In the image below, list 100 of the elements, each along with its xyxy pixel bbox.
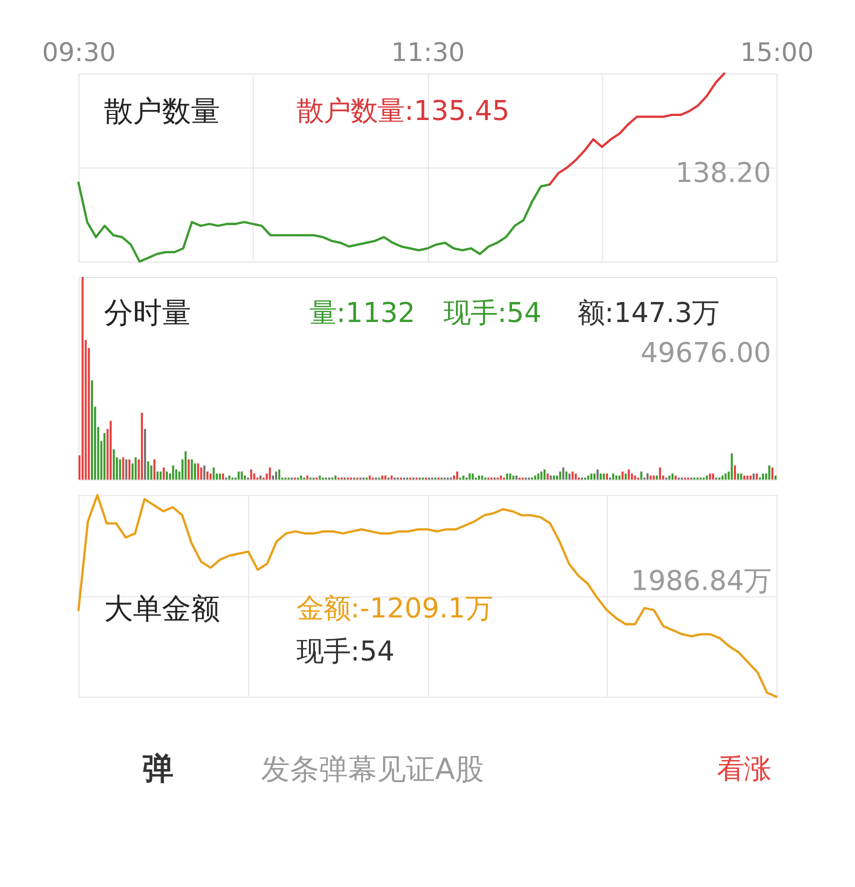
bar xyxy=(708,474,711,480)
bar xyxy=(740,474,742,480)
bar xyxy=(140,412,143,480)
bar xyxy=(668,476,670,480)
bar xyxy=(546,474,549,480)
bar xyxy=(166,472,168,480)
bar xyxy=(734,465,736,480)
bar xyxy=(228,476,230,480)
bar xyxy=(509,474,512,480)
bar xyxy=(162,467,165,480)
annotation: 49676.00 xyxy=(640,338,772,369)
bar xyxy=(119,459,122,480)
bar xyxy=(268,467,271,480)
bar xyxy=(134,457,137,480)
bar xyxy=(552,476,555,480)
bar xyxy=(190,459,193,480)
bar xyxy=(652,476,655,480)
annotation: 额:147.3万 xyxy=(578,298,720,329)
bar xyxy=(278,469,280,480)
bar xyxy=(724,474,727,480)
bar xyxy=(462,476,464,480)
bar xyxy=(390,476,393,480)
bar xyxy=(318,476,321,480)
bar xyxy=(300,476,302,480)
bar xyxy=(384,476,386,480)
bar xyxy=(368,476,371,480)
bar xyxy=(468,474,471,480)
bar xyxy=(197,463,200,480)
bar xyxy=(622,472,624,480)
bar xyxy=(240,472,243,480)
bar xyxy=(737,474,740,480)
bar xyxy=(624,474,627,480)
bar xyxy=(565,472,568,480)
bar xyxy=(160,472,162,480)
bar xyxy=(574,474,577,480)
bar xyxy=(721,476,724,480)
bar xyxy=(238,472,240,480)
bar xyxy=(606,474,608,480)
bar xyxy=(752,474,755,480)
bar xyxy=(596,469,599,480)
bar xyxy=(674,476,677,480)
bar xyxy=(559,472,562,480)
bar xyxy=(206,472,208,480)
bar xyxy=(640,472,642,480)
bar xyxy=(147,461,150,480)
bar xyxy=(634,476,636,480)
bar xyxy=(602,474,605,480)
bar xyxy=(774,476,777,480)
bar xyxy=(153,459,156,480)
bar xyxy=(515,476,518,480)
bar xyxy=(250,469,252,480)
text: 发条弹幕见证A股 xyxy=(260,752,484,786)
bar xyxy=(222,474,224,480)
bar xyxy=(587,476,590,480)
bar xyxy=(478,476,480,480)
bar xyxy=(771,467,774,480)
bar xyxy=(568,474,571,480)
bar xyxy=(593,474,596,480)
bar xyxy=(556,476,558,480)
bar xyxy=(194,463,196,480)
bar xyxy=(472,474,474,480)
text: 大单金额 xyxy=(104,591,220,626)
bar xyxy=(743,476,746,480)
bar xyxy=(512,476,514,480)
bar xyxy=(628,469,630,480)
bar xyxy=(125,459,128,480)
bar xyxy=(572,472,574,480)
bar xyxy=(200,467,202,480)
bar xyxy=(244,476,246,480)
bar xyxy=(188,459,190,480)
bar xyxy=(768,465,770,480)
x-tick-label: 15:00 xyxy=(740,38,814,68)
bar xyxy=(184,451,187,480)
bar xyxy=(150,465,152,480)
text: 分时量 xyxy=(104,296,192,330)
bar xyxy=(659,467,662,480)
bar xyxy=(103,433,106,480)
bar xyxy=(218,474,221,480)
bar xyxy=(253,474,256,480)
bar xyxy=(544,469,546,480)
bar xyxy=(172,465,174,480)
bar xyxy=(537,474,540,480)
bar xyxy=(82,277,84,480)
bar xyxy=(656,476,658,480)
bar xyxy=(540,472,542,480)
bar xyxy=(306,476,308,480)
annotation: 现手:54 xyxy=(296,636,395,668)
bar xyxy=(456,472,458,480)
annotation: 金额:-1209.1万 xyxy=(296,593,492,624)
bar xyxy=(590,474,592,480)
annotation: 138.20 xyxy=(675,158,772,190)
bar xyxy=(122,457,124,480)
bar xyxy=(110,420,112,480)
bar xyxy=(381,476,384,480)
bar xyxy=(275,472,278,480)
bar xyxy=(453,476,456,480)
text: 弹 xyxy=(142,750,174,787)
bar xyxy=(612,474,614,480)
bar xyxy=(500,476,502,480)
bar xyxy=(212,467,215,480)
